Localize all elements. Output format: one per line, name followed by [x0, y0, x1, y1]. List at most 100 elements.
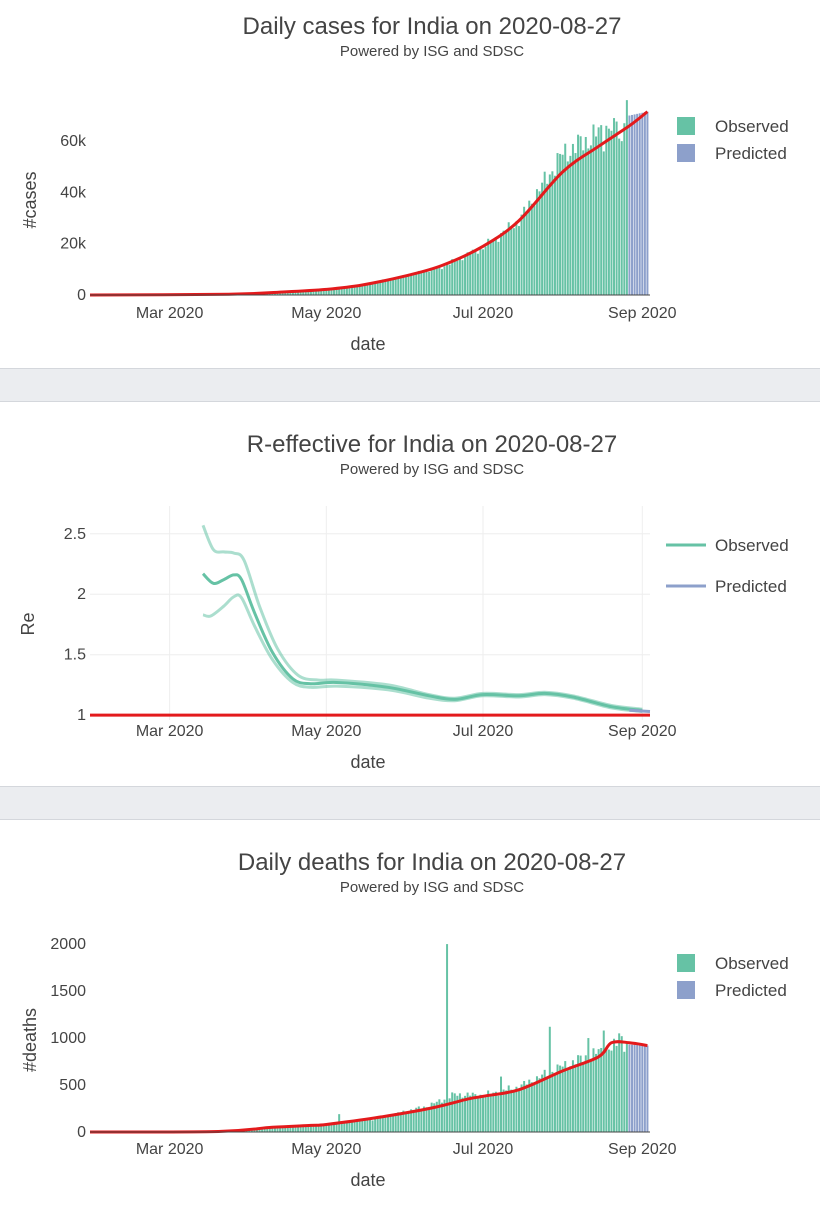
observed-bar [438, 266, 440, 295]
observed-bar [454, 260, 456, 295]
observed-bar [479, 1095, 481, 1132]
observed-bar [559, 1066, 561, 1132]
observed-bar [405, 277, 407, 295]
legend[interactable]: Observed Predicted [677, 954, 789, 1000]
observed-bar [377, 1118, 379, 1132]
legend-observed-label[interactable]: Observed [715, 536, 789, 555]
observed-bar [428, 272, 430, 295]
observed-bar [474, 1094, 476, 1132]
observed-bar [515, 221, 517, 295]
legend-observed-label[interactable]: Observed [715, 117, 789, 136]
y-tick-label: 0 [77, 287, 86, 304]
observed-bar [608, 129, 610, 295]
observed-bar [356, 286, 358, 295]
observed-bar [585, 1055, 587, 1132]
legend-predicted-label[interactable]: Predicted [715, 144, 787, 163]
legend-predicted-label[interactable]: Predicted [715, 981, 787, 1000]
observed-bar [523, 207, 525, 295]
y-axis-label: Re [18, 612, 38, 635]
observed-bar [587, 1038, 589, 1132]
observed-bar [356, 1122, 358, 1132]
chart-subtitle: Powered by ISG and SDSC [340, 461, 524, 478]
observed-bar [526, 211, 528, 295]
chart-title: Daily deaths for India on 2020-08-27 [238, 849, 626, 876]
legend-observed-swatch[interactable] [677, 117, 695, 135]
observed-bar [621, 141, 623, 295]
observed-bar [392, 1116, 394, 1132]
observed-bar [459, 1093, 461, 1132]
observed-bar [477, 254, 479, 295]
observed-bar [567, 1069, 569, 1132]
predicted-bar [644, 112, 646, 295]
predicted-bar [634, 1045, 636, 1132]
observed-bar [384, 1117, 386, 1132]
observed-bar [428, 1108, 430, 1132]
re-upper-bound [203, 525, 642, 709]
observed-bar [451, 259, 453, 295]
observed-bar [590, 145, 592, 295]
observed-bar [572, 1060, 574, 1132]
observed-bar [390, 279, 392, 295]
observed-bar [595, 136, 597, 295]
deaths-chart: Daily deaths for India on 2020-08-27 Pow… [0, 820, 820, 1200]
legend-predicted-swatch[interactable] [677, 981, 695, 999]
legend[interactable]: Observed Predicted [677, 117, 789, 163]
predicted-bar [644, 1045, 646, 1132]
observed-bar [567, 161, 569, 295]
y-axis-ticks: 11.522.5 [64, 526, 86, 724]
observed-bar [505, 1090, 507, 1132]
observed-bar [582, 1062, 584, 1132]
observed-bar [598, 1049, 600, 1132]
y-tick-label: 1 [77, 707, 86, 724]
observed-bar [420, 273, 422, 295]
observed-bar [541, 183, 543, 295]
y-tick-label: 1000 [50, 1030, 86, 1047]
legend[interactable]: Observed Predicted [666, 536, 789, 596]
observed-bar [469, 1096, 471, 1132]
observed-bar [426, 272, 428, 295]
observed-bar [610, 1051, 612, 1132]
observed-bar [564, 144, 566, 295]
observed-bar [613, 1039, 615, 1132]
legend-observed-swatch[interactable] [677, 954, 695, 972]
observed-bar [575, 1064, 577, 1132]
observed-bar [595, 1054, 597, 1132]
observed-bar [623, 123, 625, 295]
legend-predicted-swatch[interactable] [677, 144, 695, 162]
observed-bar [485, 247, 487, 295]
observed-bar [441, 269, 443, 295]
observed-bar [379, 281, 381, 295]
observed-bar [572, 144, 574, 295]
observed-bar [549, 1027, 551, 1132]
x-tick-label: May 2020 [291, 1141, 361, 1158]
predicted-bar [636, 1045, 638, 1132]
observed-bar [526, 1085, 528, 1132]
legend-observed-label[interactable]: Observed [715, 954, 789, 973]
observed-bar [390, 1115, 392, 1132]
observed-bar [600, 125, 602, 295]
observed-bar [549, 174, 551, 295]
re-chart-panel: R-effective for India on 2020-08-27 Powe… [0, 402, 820, 786]
observed-bar [608, 1050, 610, 1132]
legend-predicted-label[interactable]: Predicted [715, 577, 787, 596]
x-axis-label: date [350, 1170, 385, 1190]
observed-bar [533, 205, 535, 295]
x-tick-label: Jul 2020 [453, 1141, 514, 1158]
y-tick-label: 2.5 [64, 526, 86, 543]
y-tick-label: 2000 [50, 936, 86, 953]
observed-bar [364, 1120, 366, 1132]
observed-bar [467, 252, 469, 295]
observed-bar [446, 264, 448, 295]
observed-bar [490, 242, 492, 295]
observed-bar [626, 1043, 628, 1132]
observed-bar [495, 237, 497, 295]
observed-bar [562, 155, 564, 295]
observed-bar [613, 118, 615, 295]
observed-bar [348, 1122, 350, 1132]
observed-bar [497, 1096, 499, 1132]
observed-bar [387, 1116, 389, 1132]
bars-layer [194, 944, 648, 1132]
observed-bar [469, 254, 471, 295]
observed-bar [587, 148, 589, 295]
